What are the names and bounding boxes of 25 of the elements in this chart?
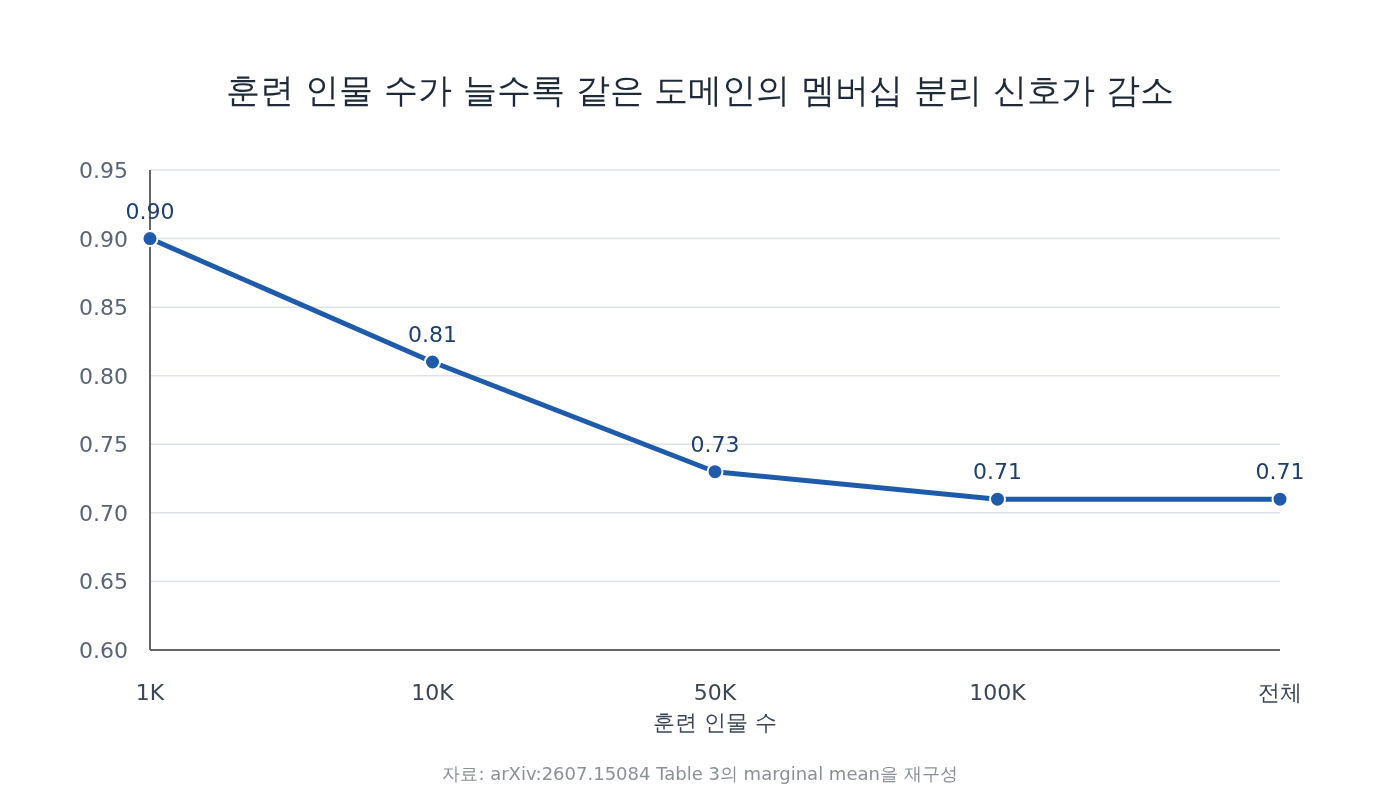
x-axis-title: 훈련 인물 수	[653, 710, 777, 735]
point	[424, 353, 441, 371]
x-tick-label: 1K	[135, 680, 165, 705]
point	[141, 230, 159, 248]
data-label: 0.71	[973, 459, 1022, 485]
chart-title: 훈련 인물 수가 늘수록 같은 도메인의 멤버십 분리 신호가 감소	[226, 70, 1174, 110]
point	[989, 490, 1006, 508]
x-tick-label: 50K	[693, 680, 737, 705]
x-tick-label: 100K	[969, 680, 1027, 705]
y-tick-label: 0.80	[79, 363, 128, 389]
x-tick-label: 10K	[411, 680, 455, 705]
y-tick-label: 0.60	[79, 638, 128, 663]
y-tick-label: 0.90	[79, 226, 128, 252]
x-tick-label: 전체	[1258, 680, 1302, 705]
point	[706, 463, 724, 481]
y-tick-label: 0.95	[79, 158, 128, 183]
y-tick-label: 0.75	[79, 432, 128, 458]
point	[1271, 490, 1289, 508]
y-tick-label: 0.65	[79, 569, 128, 595]
data-label: 0.71	[1255, 459, 1305, 485]
y-tick-label: 0.70	[79, 500, 128, 526]
data-label: 0.81	[408, 322, 457, 347]
y-tick-label: 0.85	[79, 295, 128, 321]
data-label: 0.73	[690, 431, 740, 457]
text: 자료: arXiv:2607.15084 Table 3의 marginal mean을 재구성	[442, 763, 958, 784]
